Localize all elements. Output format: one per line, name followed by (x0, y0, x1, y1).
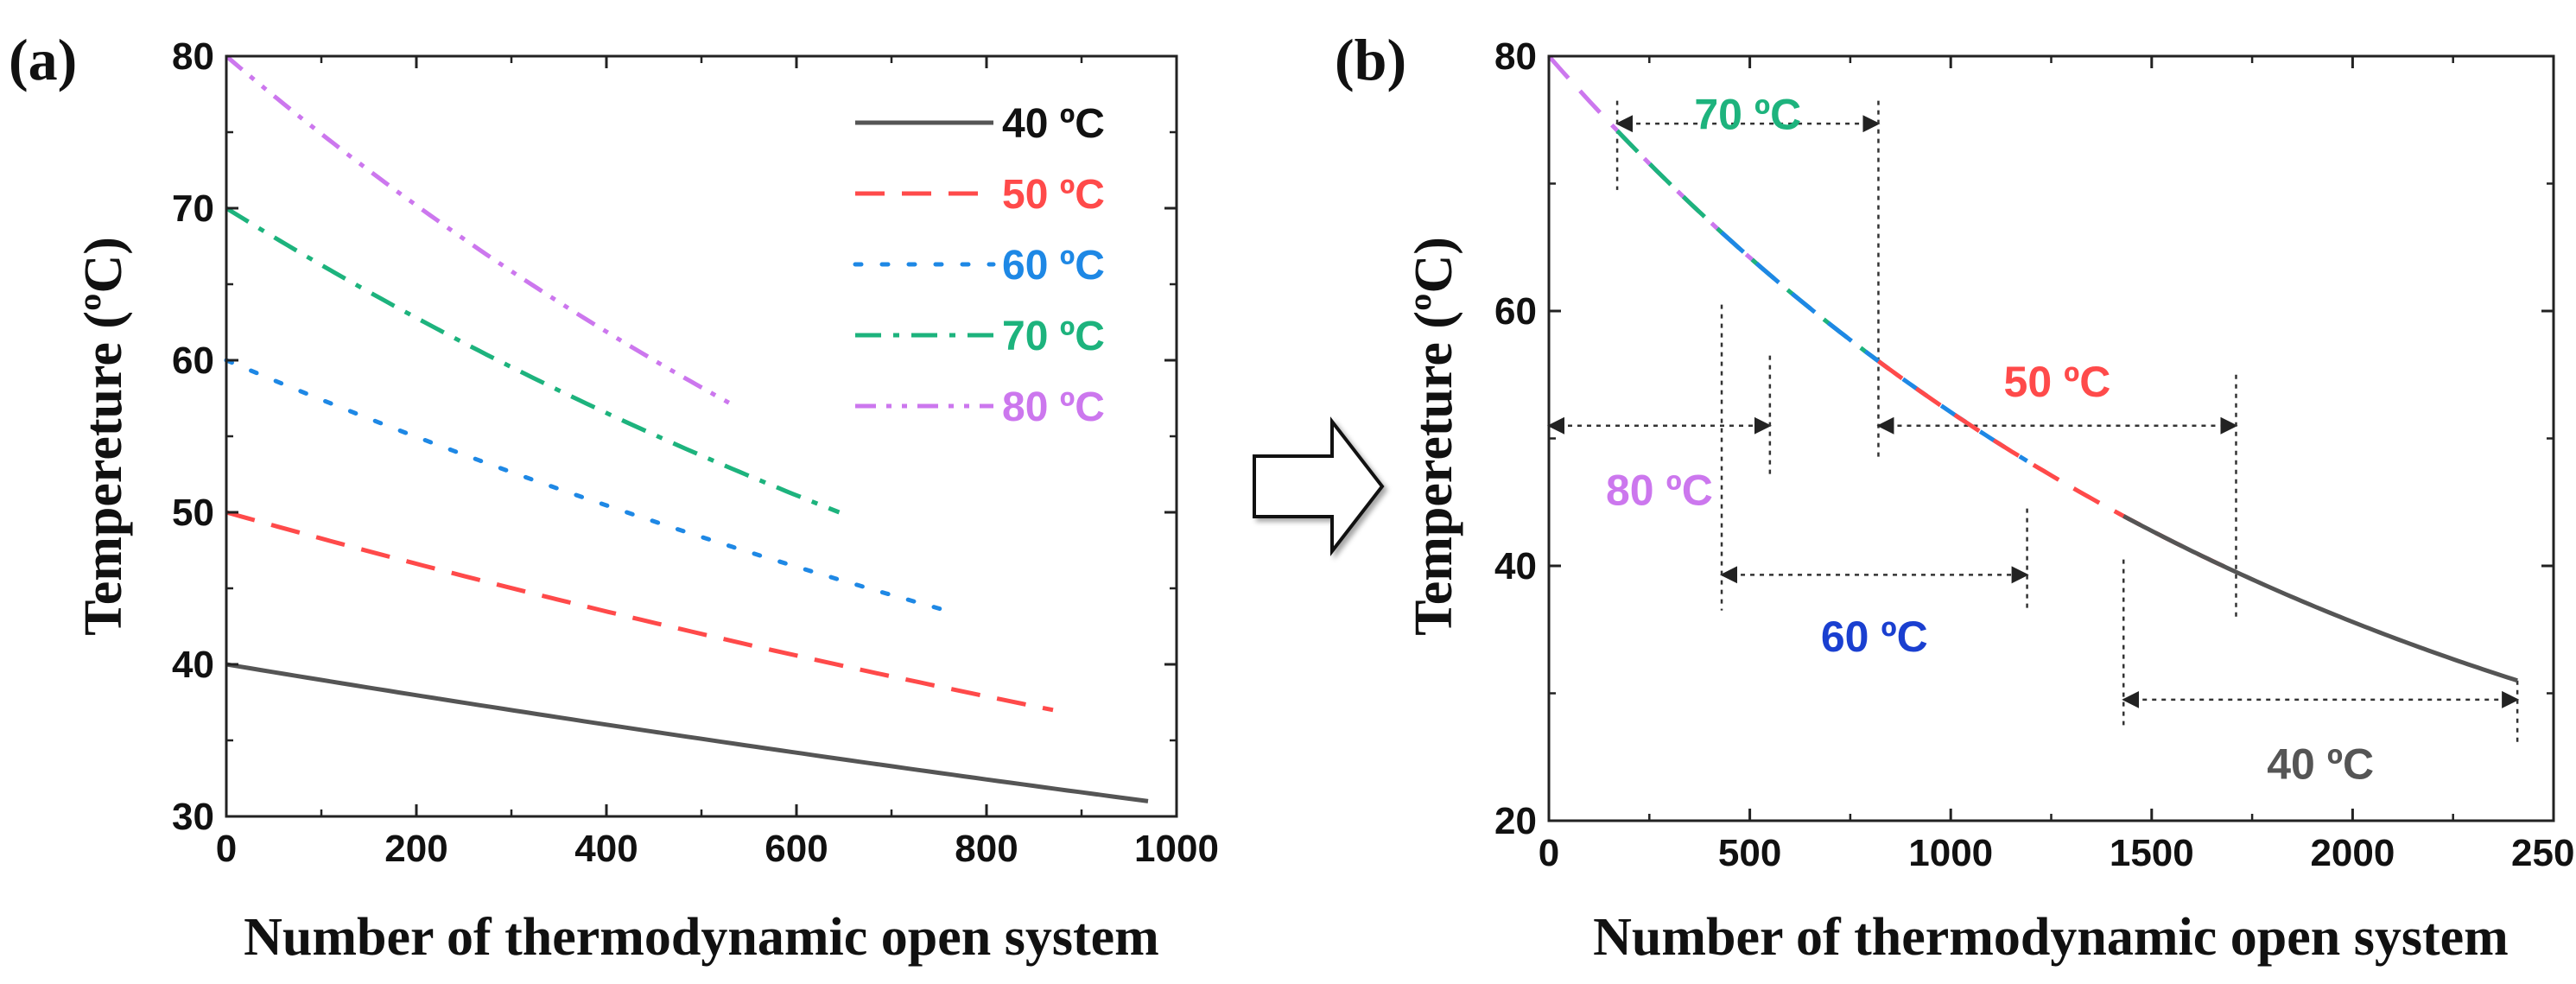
y-tick-label: 80 (172, 35, 214, 78)
x-tick-label: 1000 (1908, 832, 1993, 874)
legend-label: 70 ºC (1002, 314, 1105, 359)
segment-line (1615, 129, 1880, 364)
segment-label: 70 ºC (1694, 90, 1801, 138)
series-line (225, 54, 736, 408)
panel-a: (a) 0 200 400 600 800 1000 30 40 50 60 70 80 40 ºC 5… (9, 27, 1219, 967)
y-tick-label: 60 (172, 340, 214, 382)
panel-a-x-axis-title: Number of thermodynamic open system (244, 908, 1159, 967)
segment-label: 50 ºC (2004, 358, 2111, 406)
y-tick-label: 40 (1494, 545, 1537, 587)
y-tick-label: 20 (1494, 800, 1537, 842)
panel-a-ticks: 0 200 400 600 800 1000 30 40 50 60 70 80 (172, 35, 1219, 870)
x-tick-label: 2000 (2310, 832, 2395, 874)
panel-a-legend: 40 ºC 50 ºC 60 ºC 70 ºC 80 ºC (853, 101, 1105, 430)
x-tick-label: 500 (1718, 832, 1781, 874)
series-line (224, 358, 951, 613)
right-arrow-icon (1253, 416, 1385, 556)
y-tick-label: 50 (172, 492, 214, 534)
y-tick-label: 80 (1494, 35, 1537, 78)
segment-line (1720, 231, 2028, 463)
segment-label: 60 ºC (1821, 613, 1928, 661)
series-line (225, 206, 841, 515)
segment-line (1547, 54, 1772, 277)
y-tick-label: 60 (1494, 290, 1537, 333)
panel-b-y-axis-title: Tempereture (ºC) (1405, 237, 1463, 636)
legend-label: 60 ºC (1002, 243, 1105, 289)
x-tick-label: 1500 (2110, 832, 2194, 874)
x-tick-label: 2500 (2511, 832, 2576, 874)
segment-line (2122, 514, 2518, 683)
x-tick-label: 0 (216, 828, 237, 870)
series-line (225, 662, 1149, 803)
panel-b: (b) 0 500 1000 1500 2000 2500 20 40 60 80 70 ºC 80… (1335, 27, 2576, 967)
y-tick-label: 70 (172, 187, 214, 230)
legend-label: 80 ºC (1002, 384, 1105, 430)
x-tick-label: 600 (765, 828, 828, 870)
y-tick-label: 40 (172, 644, 214, 686)
panel-b-annotations (1547, 100, 2520, 745)
panel-b-series (1547, 54, 2518, 683)
panel-b-ticks: 0 500 1000 1500 2000 2500 20 40 60 80 (1494, 35, 2576, 874)
x-tick-label: 200 (384, 828, 447, 870)
panel-a-series (224, 54, 1149, 803)
legend-label: 40 ºC (1002, 101, 1105, 147)
panel-a-frame (225, 54, 1178, 818)
panel-b-x-axis-title: Number of thermodynamic open system (1593, 908, 2509, 967)
panel-b-frame (1547, 54, 2555, 822)
x-tick-label: 800 (955, 828, 1018, 870)
panel-a-label: (a) (9, 27, 77, 92)
x-tick-label: 400 (574, 828, 638, 870)
segment-label: 40 ºC (2267, 740, 2374, 789)
panel-a-y-axis-title: Tempereture (ºC) (74, 237, 133, 636)
x-tick-label: 1000 (1134, 828, 1219, 870)
series-line (225, 510, 1054, 713)
segment-label: 80 ºC (1606, 467, 1713, 515)
panel-b-label: (b) (1335, 27, 1406, 92)
legend-label: 50 ºC (1002, 172, 1105, 218)
panel-b-segment-labels: 70 ºC 80 ºC 50 ºC 60 ºC 40 ºC (1606, 90, 2374, 788)
y-tick-label: 30 (172, 796, 214, 838)
x-tick-label: 0 (1539, 832, 1559, 874)
